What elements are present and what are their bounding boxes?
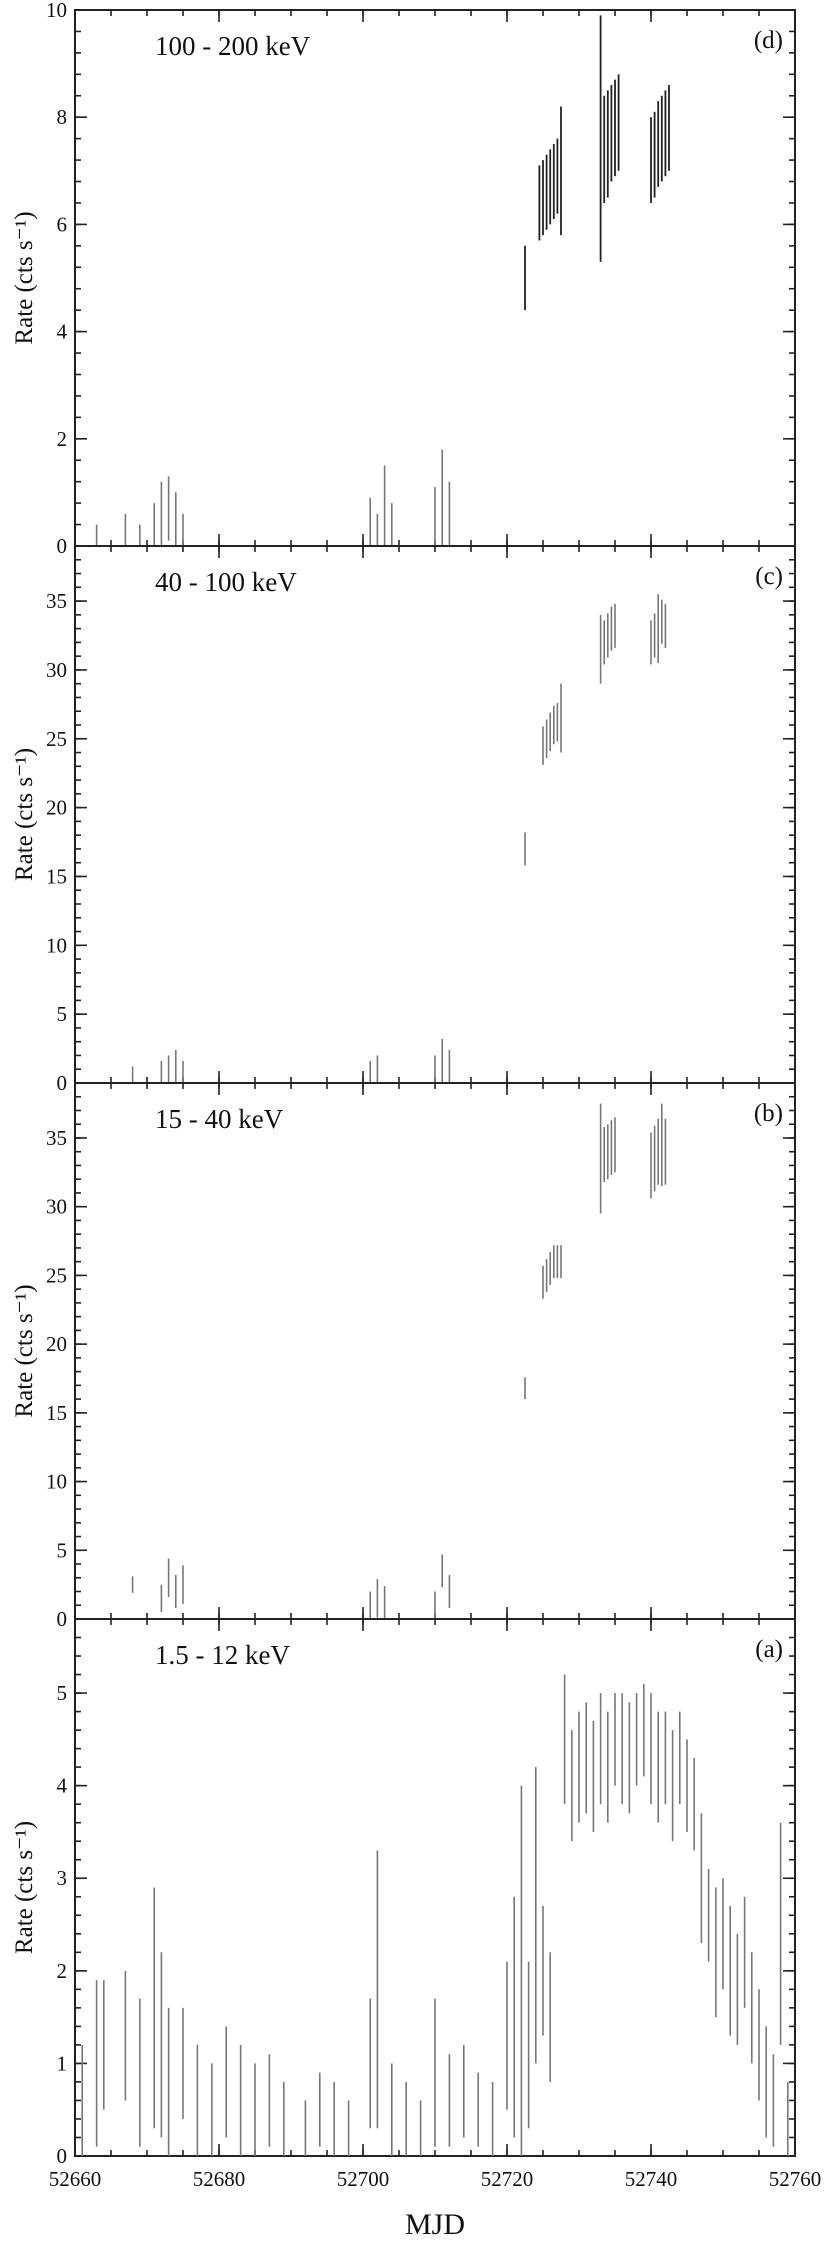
panel-tag: (b) — [754, 1100, 783, 1127]
panel-tag: (c) — [755, 563, 783, 590]
y-tick-label: 35 — [46, 589, 67, 613]
y-tick-label: 0 — [57, 1071, 68, 1095]
panel-1: 0 5 10 15 20 25 30 35 Rate (cts s⁻¹) 40 - 100 keV… — [11, 545, 796, 1095]
panel-0: 0 2 4 6 8 10 Rate (cts s⁻¹) 100 - 200 keV (d) — [11, 0, 796, 558]
y-tick-label: 20 — [46, 1332, 67, 1356]
panel-3: 0 1 2 3 4 5 Rate (cts s⁻¹) 1.5 - 12 keV (a) — [11, 1618, 796, 2168]
energy-band-label: 15 - 40 keV — [155, 1104, 284, 1134]
x-tick-label: 52680 — [193, 2167, 246, 2191]
y-tick-label: 1 — [57, 2051, 68, 2075]
y-tick-label: 5 — [57, 1681, 68, 1705]
panel-2: 0 5 10 15 20 25 30 35 Rate (cts s⁻¹) 15 - 40 keV (… — [11, 1082, 796, 1631]
x-axis-label: MJD — [405, 2208, 465, 2241]
y-tick-label: 25 — [46, 1263, 67, 1287]
y-tick-label: 6 — [57, 212, 68, 236]
panel-tag: (d) — [754, 27, 783, 54]
panel-frame — [74, 545, 796, 1084]
y-tick-label: 3 — [57, 1866, 68, 1890]
y-tick-label: 0 — [57, 2144, 68, 2168]
y-tick-label: 0 — [57, 1607, 68, 1631]
panel-tag: (a) — [755, 1636, 783, 1663]
y-tick-label: 10 — [46, 0, 67, 22]
y-tick-label: 20 — [46, 796, 67, 820]
y-tick-label: 10 — [46, 1470, 67, 1494]
y-tick-label: 5 — [57, 1538, 68, 1562]
x-tick-label: 52720 — [481, 2167, 534, 2191]
x-tick-label: 52760 — [769, 2167, 822, 2191]
y-tick-label: 2 — [57, 427, 68, 451]
y-tick-label: 30 — [46, 1195, 67, 1219]
y-axis-label: Rate (cts s⁻¹) — [11, 748, 38, 881]
panel-frame — [74, 1082, 796, 1620]
y-tick-label: 35 — [46, 1126, 67, 1150]
y-tick-label: 8 — [57, 105, 68, 129]
y-axis-label: Rate (cts s⁻¹) — [11, 1821, 38, 1954]
y-tick-label: 4 — [57, 1774, 68, 1798]
y-tick-label: 30 — [46, 658, 67, 682]
y-tick-label: 0 — [57, 534, 68, 558]
y-tick-label: 4 — [57, 320, 68, 344]
energy-band-label: 100 - 200 keV — [155, 31, 311, 61]
x-tick-label: 52740 — [625, 2167, 678, 2191]
energy-band-label: 1.5 - 12 keV — [155, 1640, 290, 1670]
y-tick-label: 25 — [46, 727, 67, 751]
y-tick-label: 2 — [57, 1959, 68, 1983]
y-axis-label: Rate (cts s⁻¹) — [11, 1284, 38, 1417]
y-tick-label: 10 — [46, 933, 67, 957]
y-tick-label: 5 — [57, 1002, 68, 1026]
y-tick-label: 15 — [46, 864, 67, 888]
panel-frame — [74, 9, 796, 547]
energy-band-label: 40 - 100 keV — [155, 567, 297, 597]
x-tick-label: 52660 — [49, 2167, 102, 2191]
y-axis-label: Rate (cts s⁻¹) — [11, 211, 38, 344]
x-tick-label: 52700 — [337, 2167, 390, 2191]
shared-x-axis: 52660 52680 52700 52720 52740 52760 MJD — [49, 2167, 822, 2241]
y-tick-label: 15 — [46, 1401, 67, 1425]
